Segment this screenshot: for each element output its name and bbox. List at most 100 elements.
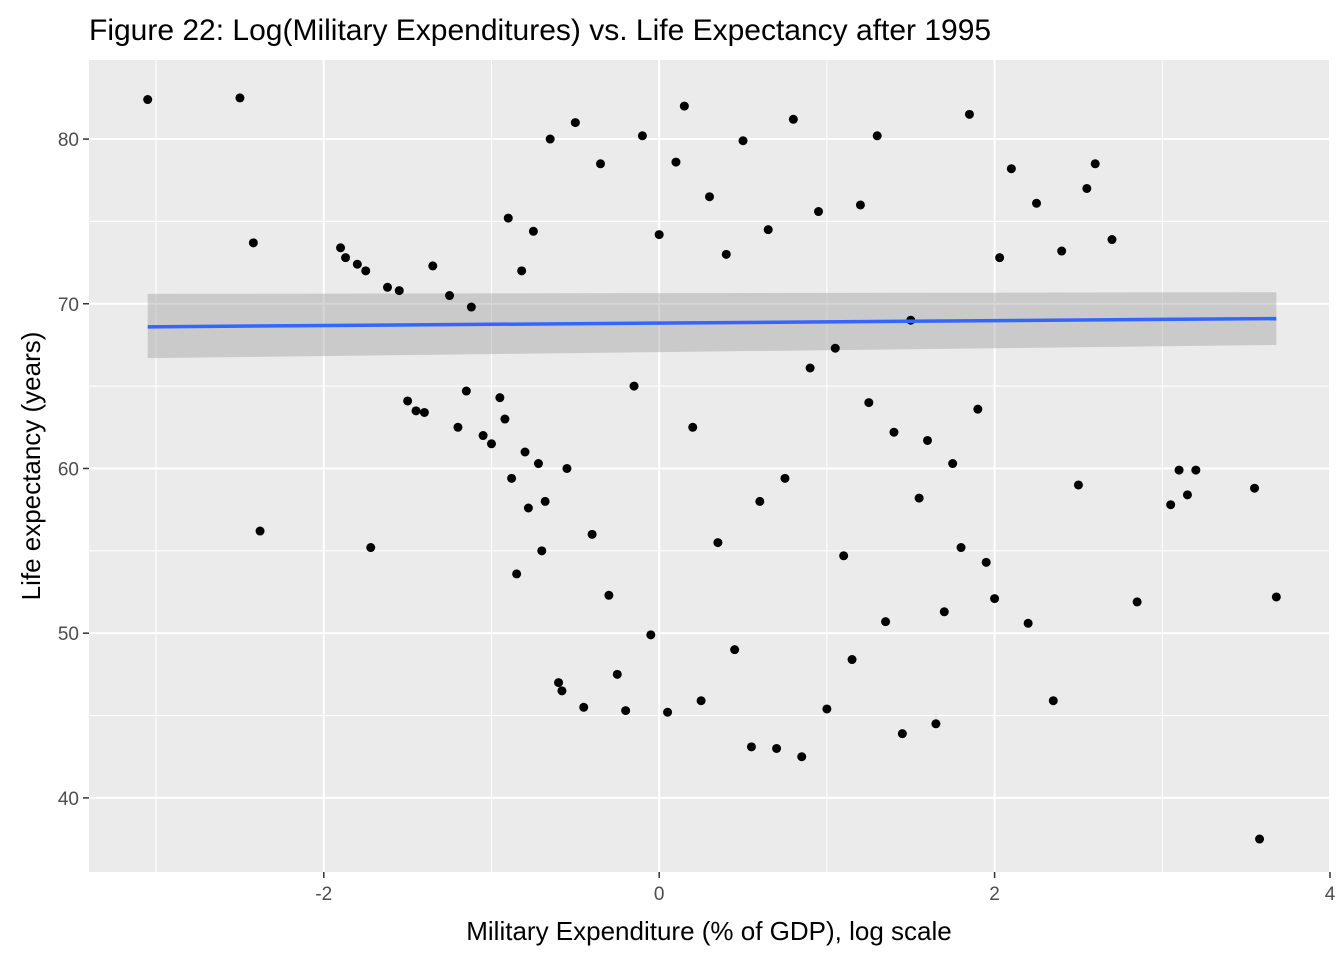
data-point bbox=[646, 630, 656, 640]
data-point bbox=[730, 645, 740, 655]
data-point bbox=[788, 114, 798, 124]
data-point bbox=[948, 459, 958, 469]
data-point bbox=[394, 286, 404, 296]
data-point bbox=[629, 381, 639, 391]
data-point bbox=[797, 752, 807, 762]
data-point bbox=[445, 291, 455, 301]
data-point bbox=[557, 686, 567, 696]
data-point bbox=[889, 427, 899, 437]
data-point bbox=[621, 706, 631, 716]
data-point bbox=[1255, 834, 1265, 844]
data-point bbox=[1191, 465, 1201, 475]
data-point bbox=[654, 230, 664, 240]
data-point bbox=[1182, 490, 1192, 500]
x-tick-label: 0 bbox=[654, 884, 665, 905]
x-axis: -2 0 2 4 bbox=[315, 872, 1336, 905]
data-point bbox=[746, 742, 756, 752]
data-point bbox=[1132, 597, 1142, 607]
data-point bbox=[1107, 235, 1117, 245]
data-point bbox=[554, 678, 564, 688]
data-point bbox=[248, 238, 258, 248]
data-point bbox=[419, 407, 429, 417]
data-point bbox=[507, 473, 517, 483]
data-point bbox=[612, 669, 622, 679]
data-point bbox=[466, 302, 476, 312]
data-point bbox=[143, 95, 153, 105]
data-point bbox=[428, 261, 438, 271]
confidence-ribbon bbox=[147, 292, 1277, 359]
data-point bbox=[1048, 696, 1058, 706]
data-point bbox=[763, 225, 773, 235]
data-point bbox=[1023, 618, 1033, 628]
data-point bbox=[1090, 159, 1100, 169]
data-point bbox=[713, 538, 723, 548]
data-point bbox=[545, 134, 555, 144]
data-point bbox=[1006, 164, 1016, 174]
y-axis-title: Life expectancy (years) bbox=[16, 332, 46, 601]
chart-title: Figure 22: Log(Military Expenditures) vs… bbox=[89, 14, 991, 47]
data-point bbox=[1032, 198, 1042, 208]
data-point bbox=[780, 473, 790, 483]
plot-panel bbox=[89, 60, 1330, 872]
data-point bbox=[486, 439, 496, 449]
y-tick-label: 70 bbox=[58, 295, 79, 316]
data-point bbox=[738, 136, 748, 146]
y-axis: 40 50 60 70 80 bbox=[58, 130, 89, 810]
data-point bbox=[366, 543, 376, 553]
data-point bbox=[839, 551, 849, 561]
data-point bbox=[855, 200, 865, 210]
data-point bbox=[755, 496, 765, 506]
data-point bbox=[517, 266, 527, 276]
fit-line bbox=[147, 316, 1277, 329]
data-point bbox=[964, 109, 974, 119]
y-tick-label: 80 bbox=[58, 130, 79, 151]
confidence-ribbon-layer bbox=[147, 292, 1277, 359]
data-point bbox=[537, 546, 547, 556]
data-point bbox=[383, 282, 393, 292]
data-point bbox=[523, 503, 533, 513]
data-point bbox=[1166, 500, 1176, 510]
data-point bbox=[255, 526, 265, 536]
data-point bbox=[1174, 465, 1184, 475]
x-tick-label: 2 bbox=[989, 884, 1000, 905]
data-point bbox=[981, 557, 991, 567]
data-point bbox=[872, 131, 882, 141]
data-point bbox=[973, 404, 983, 414]
data-point bbox=[533, 459, 543, 469]
data-point bbox=[663, 707, 673, 717]
major-gridlines bbox=[89, 60, 1331, 872]
y-tick-label: 50 bbox=[58, 624, 79, 645]
x-tick-label: -2 bbox=[315, 884, 332, 905]
data-point bbox=[453, 422, 463, 432]
data-point bbox=[805, 363, 815, 373]
data-point bbox=[411, 406, 421, 416]
data-point bbox=[830, 343, 840, 353]
y-tick-label: 40 bbox=[58, 789, 79, 810]
data-point bbox=[696, 696, 706, 706]
data-point bbox=[1082, 183, 1092, 193]
data-point bbox=[461, 386, 471, 396]
data-point bbox=[688, 422, 698, 432]
data-point bbox=[995, 253, 1005, 263]
data-point bbox=[587, 529, 597, 539]
data-point bbox=[671, 157, 681, 167]
data-point bbox=[528, 226, 538, 236]
data-point bbox=[336, 243, 346, 253]
data-point bbox=[956, 543, 966, 553]
data-point bbox=[864, 398, 874, 408]
data-point bbox=[931, 719, 941, 729]
data-point bbox=[1057, 246, 1067, 256]
data-point bbox=[503, 213, 513, 223]
data-point bbox=[478, 431, 488, 441]
data-point bbox=[520, 447, 530, 457]
data-point bbox=[403, 396, 413, 406]
data-point bbox=[897, 729, 907, 739]
minor-gridlines bbox=[89, 60, 1330, 872]
data-point bbox=[495, 393, 505, 403]
data-point bbox=[914, 493, 924, 503]
x-tick-label: 4 bbox=[1325, 884, 1336, 905]
data-point bbox=[570, 118, 580, 128]
data-point bbox=[814, 207, 824, 217]
data-point bbox=[604, 590, 614, 600]
